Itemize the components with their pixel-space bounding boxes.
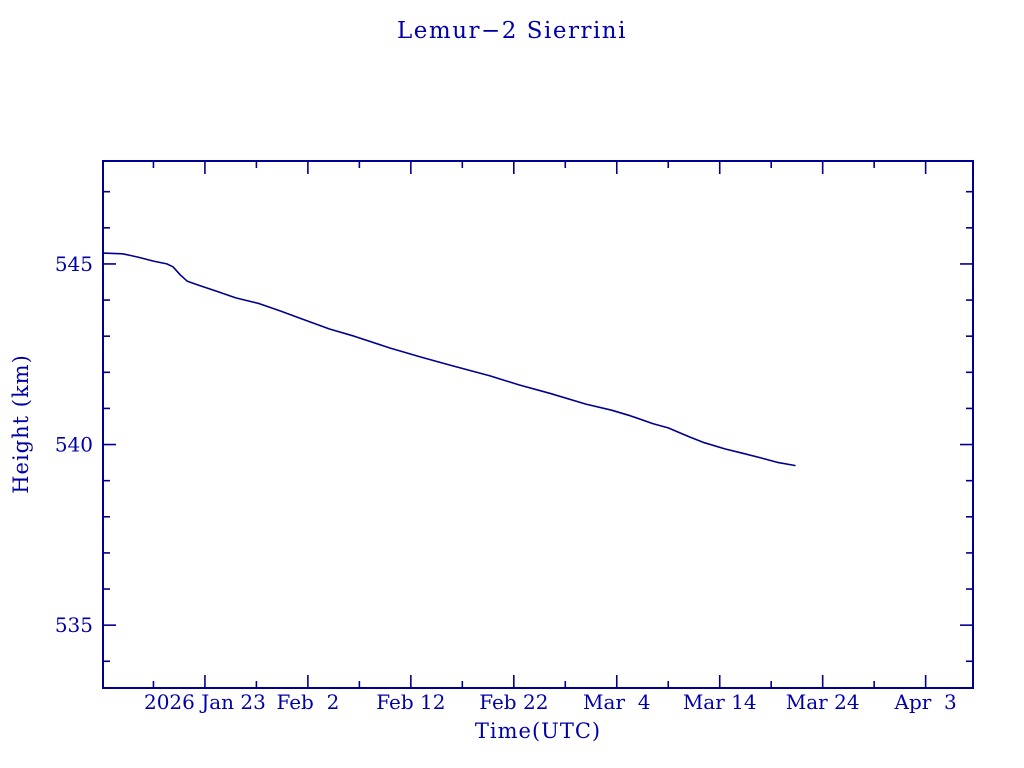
plot-frame	[102, 160, 974, 689]
y-tick-label: 540	[55, 433, 93, 457]
x-tick-label: Apr 3	[894, 690, 957, 714]
chart-title: Lemur−2 Sierrini	[397, 18, 627, 44]
y-tick-labels: 545 540 535	[55, 252, 93, 637]
x-tick-label: Feb 2	[276, 690, 339, 714]
x-tick-label: Mar 14	[683, 690, 757, 714]
x-tick-label: Mar 24	[786, 690, 860, 714]
x-axis-title: Time(UTC)	[475, 719, 601, 743]
x-tick-labels: 2026 Jan 23 Feb 2 Feb 12 Feb 22 Mar 4 Mar 14 M…	[144, 690, 957, 714]
x-tick-label: Feb 22	[479, 690, 548, 714]
y-tick-label: 535	[55, 613, 93, 637]
axis-ticks	[103, 161, 973, 688]
y-tick-label: 545	[55, 252, 93, 276]
height-curve	[102, 252, 796, 467]
x-tick-label: 2026 Jan 23	[144, 690, 266, 714]
x-tick-label: Mar 4	[583, 690, 650, 714]
x-tick-label: Feb 12	[376, 690, 445, 714]
y-axis-title: Height (km)	[9, 354, 33, 494]
